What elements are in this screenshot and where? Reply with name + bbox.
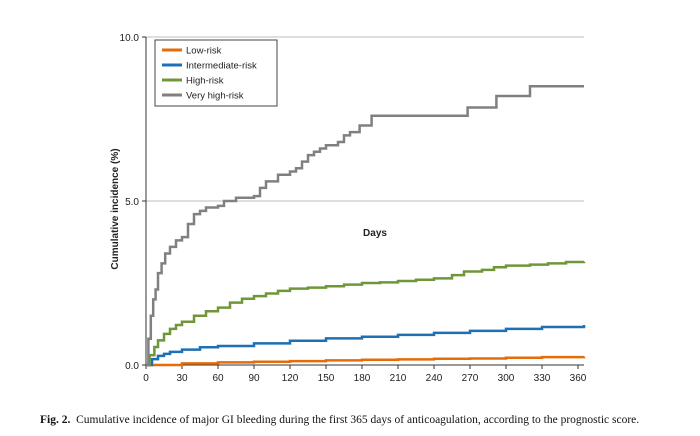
- y-axis-title: Cumulative incidence (%): [110, 148, 121, 269]
- series-line-intermediate-risk: [146, 324, 586, 367]
- series-line-high-risk: [146, 260, 586, 367]
- legend-label: Intermediate-risk: [186, 61, 257, 72]
- x-tick-label: 60: [212, 373, 224, 384]
- legend-label: High-risk: [186, 76, 224, 87]
- x-tick-label: 300: [498, 373, 515, 384]
- chart: 0.0 5.0 10.0 0 30 60 90 120 150 180 210 240 270 300 33…: [110, 33, 587, 384]
- figure-caption: Fig. 2. Cumulative incidence of major GI…: [40, 414, 680, 426]
- x-tick-label: 330: [534, 373, 551, 384]
- y-tick-label: 0.0: [125, 361, 139, 372]
- x-tick-label: 30: [176, 373, 188, 384]
- x-tick-label: 240: [426, 373, 443, 384]
- x-tick-label: 360: [570, 373, 587, 384]
- caption-text: Cumulative incidence of major GI bleedin…: [76, 414, 640, 426]
- x-tick-label: 270: [462, 373, 479, 384]
- chart-svg: 0.0 5.0 10.0 0 30 60 90 120 150 180 210 240 270 300 33…: [110, 33, 587, 384]
- legend-label: Low-risk: [186, 46, 222, 57]
- x-tick-label: 180: [354, 373, 371, 384]
- y-tick-label: 10.0: [120, 33, 140, 44]
- x-tick-label: 0: [143, 373, 149, 384]
- caption-label: Fig. 2.: [40, 414, 71, 426]
- x-axis-title: Days: [363, 228, 387, 239]
- x-tick-label: 150: [318, 373, 335, 384]
- x-tick-label: 210: [390, 373, 407, 384]
- series-line-low-risk: [146, 355, 586, 367]
- legend-label: Very high-risk: [186, 91, 244, 102]
- series-line-very-high-risk: [146, 84, 584, 367]
- y-tick-label: 5.0: [125, 197, 139, 208]
- x-tick-label: 120: [282, 373, 299, 384]
- x-tick-label: 90: [248, 373, 260, 384]
